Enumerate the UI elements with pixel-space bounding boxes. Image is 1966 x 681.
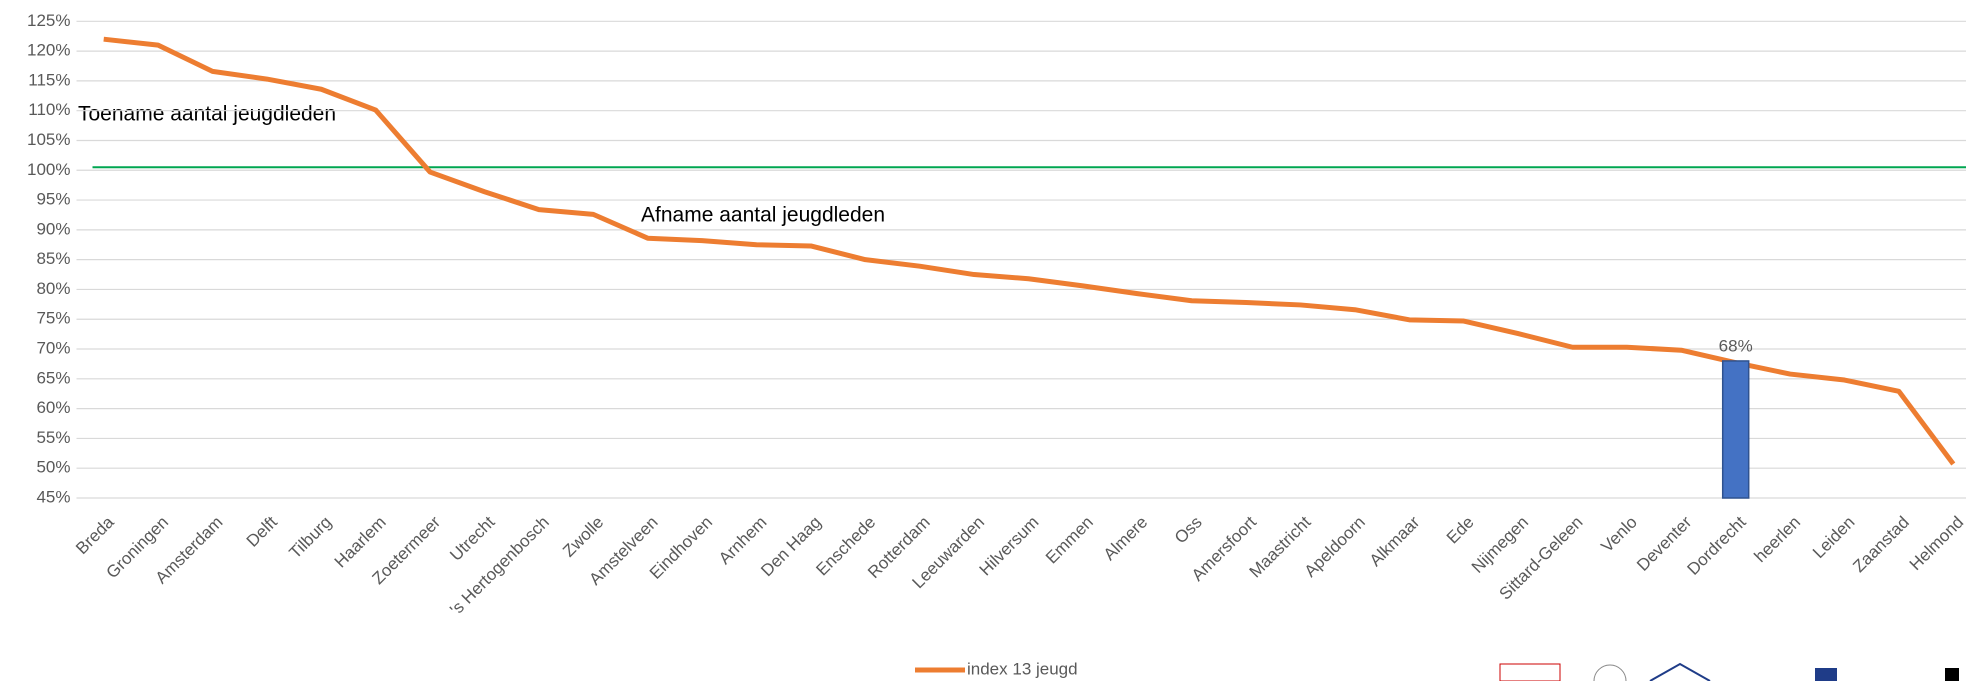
x-tick-label: Arnhem [715, 513, 771, 569]
y-tick-label: 75% [36, 309, 70, 328]
bar [1721, 360, 1750, 499]
y-tick-label: 85% [36, 249, 70, 268]
y-tick-label: 70% [36, 339, 70, 358]
x-tick-label: Tilburg [286, 513, 336, 563]
y-tick-label: 105% [27, 130, 70, 149]
x-tick-label: Leiden [1809, 513, 1859, 563]
y-tick-label: 125% [27, 11, 70, 30]
y-tick-label: 95% [36, 190, 70, 209]
y-tick-label: 120% [27, 41, 70, 60]
x-tick-label: Den Haag [757, 513, 825, 581]
x-tick-label: 's Hertogenbosch [446, 513, 553, 620]
x-tick-label: Dordrecht [1683, 512, 1749, 578]
y-tick-label: 65% [36, 368, 70, 387]
data-label: 68% [1719, 336, 1753, 355]
x-tick-label: Almere [1100, 513, 1152, 565]
y-tick-label: 45% [36, 487, 70, 506]
x-tick-label: Alkmaar [1366, 512, 1424, 570]
y-tick-label: 80% [36, 279, 70, 298]
y-tick-label: 110% [28, 100, 70, 119]
annotation: Afname aantal jeugdleden [641, 204, 885, 227]
x-tick-label: Breda [72, 512, 118, 558]
y-tick-label: 55% [36, 428, 70, 447]
y-tick-label: 60% [36, 398, 70, 417]
x-tick-label: Zwolle [559, 513, 607, 561]
x-tick-label: Utrecht [446, 512, 498, 564]
x-tick-label: Helmond [1906, 513, 1966, 575]
legend-label: index 13 jeugd [967, 659, 1078, 678]
logos [1499, 662, 1959, 681]
y-tick-label: 100% [27, 160, 70, 179]
x-tick-label: heerlen [1751, 513, 1805, 567]
x-tick-label: Emmen [1042, 513, 1097, 568]
annotation: Toename aantal jeugdleden [78, 103, 336, 126]
y-tick-label: 50% [36, 458, 70, 477]
y-tick-label: 115% [28, 70, 70, 89]
x-tick-label: Hilversum [976, 513, 1043, 580]
x-tick-label: Ede [1443, 513, 1478, 548]
y-tick-label: 90% [36, 219, 70, 238]
x-tick-label: Venlo [1597, 513, 1641, 557]
x-tick-label: Zaanstad [1849, 513, 1913, 577]
x-tick-label: Oss [1171, 513, 1206, 548]
line [103, 36, 1956, 466]
x-tick-label: Delft [243, 512, 281, 550]
